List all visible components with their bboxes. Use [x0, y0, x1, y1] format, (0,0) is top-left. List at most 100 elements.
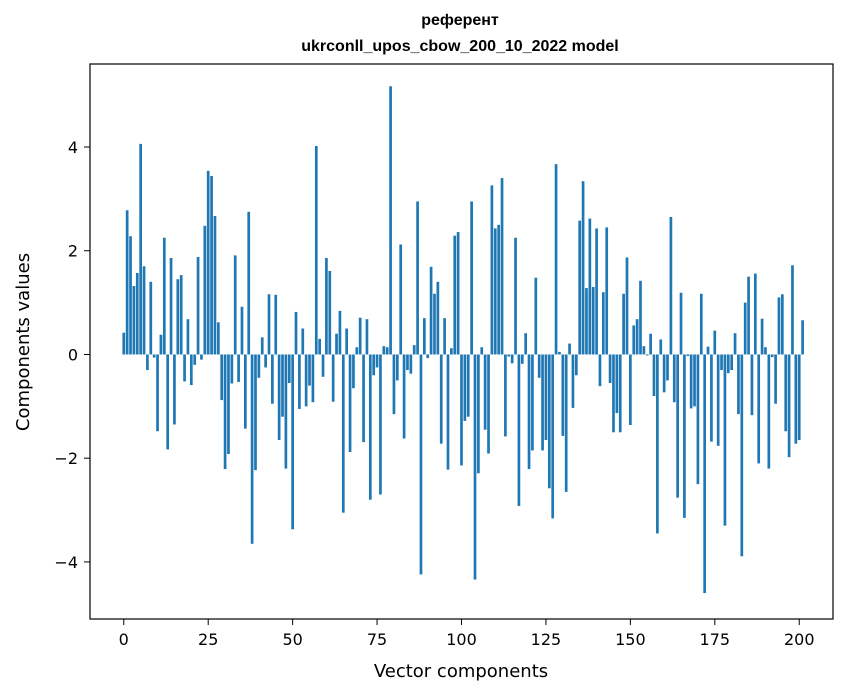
- bar-100: [460, 354, 463, 466]
- bar-114: [507, 354, 511, 357]
- y-tick-label-2: 2: [68, 242, 78, 261]
- bar-191: [767, 354, 771, 469]
- bar-62: [331, 354, 335, 402]
- bar-188: [757, 354, 761, 464]
- x-axis-ticks: 0 25 50 75 100 125 150 175 200: [119, 619, 815, 649]
- bar-79: [389, 86, 392, 355]
- bar-66: [345, 328, 349, 355]
- bar-110: [493, 228, 497, 355]
- bar-109: [490, 185, 494, 355]
- bar-117: [517, 354, 521, 506]
- bar-35: [240, 306, 244, 355]
- bar-6: [142, 266, 146, 355]
- bar-146: [615, 354, 619, 414]
- bar-120: [527, 354, 531, 470]
- bar-93: [436, 281, 440, 355]
- bar-33: [233, 255, 237, 355]
- bar-190: [764, 347, 767, 355]
- bar-41: [260, 337, 264, 355]
- bar-166: [683, 354, 686, 518]
- bar-60: [325, 257, 328, 355]
- bar-157: [652, 354, 656, 396]
- bar-3: [132, 286, 136, 355]
- bar-194: [777, 297, 781, 355]
- bar-156: [649, 333, 652, 355]
- bar-21: [193, 354, 197, 365]
- bar-46: [277, 354, 281, 441]
- bar-170: [696, 354, 700, 485]
- bar-39: [254, 354, 257, 471]
- bar-42: [264, 354, 267, 368]
- bar-189: [760, 318, 764, 355]
- bar-177: [720, 354, 723, 371]
- bar-50: [291, 354, 294, 530]
- x-tick-label-0: 0: [119, 630, 129, 649]
- bar-58: [318, 338, 321, 355]
- bar-160: [662, 354, 666, 393]
- bar-108: [487, 354, 490, 454]
- bar-91: [429, 266, 433, 355]
- bar-10: [156, 354, 159, 432]
- bar-136: [581, 181, 585, 355]
- bar-84: [406, 354, 409, 371]
- bar-171: [699, 293, 703, 355]
- bar-140: [595, 228, 598, 355]
- bar-31: [227, 354, 230, 455]
- x-tick-label-75: 75: [367, 630, 387, 649]
- bar-182: [737, 354, 740, 415]
- bar-105: [477, 354, 480, 474]
- bar-103: [470, 201, 473, 355]
- bar-167: [686, 354, 690, 357]
- bar-68: [352, 354, 355, 389]
- bar-7: [146, 354, 149, 371]
- bar-199: [794, 354, 798, 444]
- bar-15: [173, 354, 176, 425]
- bar-163: [672, 354, 676, 403]
- bar-70: [358, 317, 362, 355]
- bar-37: [247, 211, 251, 355]
- bar-20: [189, 354, 193, 386]
- bar-172: [703, 354, 707, 594]
- bar-135: [578, 220, 582, 355]
- x-tick-label-125: 125: [531, 630, 562, 649]
- bar-104: [473, 354, 477, 580]
- bar-141: [598, 354, 602, 387]
- x-tick-label-200: 200: [784, 630, 815, 649]
- bar-22: [196, 256, 200, 355]
- bar-197: [787, 354, 791, 458]
- chart-title-line-2: ukrconll_upos_cbow_200_10_2022 model: [301, 38, 618, 55]
- bar-187: [753, 273, 757, 355]
- bar-72: [365, 319, 369, 355]
- bar-59: [321, 354, 325, 377]
- bar-83: [402, 354, 406, 439]
- bar-11: [159, 334, 163, 355]
- bar-102: [466, 354, 470, 417]
- x-tick-label-50: 50: [282, 630, 302, 649]
- bar-19: [186, 319, 190, 355]
- bar-51: [294, 311, 298, 355]
- bar-173: [706, 346, 710, 355]
- bar-113: [504, 354, 507, 437]
- y-axis-ticks: −4 −2 0 2 4: [54, 138, 90, 572]
- bar-147: [618, 354, 622, 433]
- x-tick-label-25: 25: [198, 630, 218, 649]
- bar-61: [328, 270, 332, 355]
- x-tick-label-100: 100: [446, 630, 477, 649]
- bar-45: [274, 294, 278, 355]
- bar-158: [656, 354, 659, 534]
- bar-127: [551, 354, 555, 519]
- bar-101: [463, 354, 467, 421]
- bar-47: [281, 354, 284, 417]
- bar-78: [385, 347, 389, 355]
- bar-121: [531, 354, 534, 451]
- bar-36: [244, 354, 247, 429]
- bars-group: [122, 86, 804, 594]
- bar-8: [149, 281, 153, 355]
- bar-175: [713, 330, 717, 355]
- bar-69: [355, 347, 359, 355]
- bar-159: [659, 339, 663, 355]
- bar-71: [362, 354, 365, 443]
- bar-149: [625, 257, 629, 355]
- plot-frame: [89, 63, 834, 620]
